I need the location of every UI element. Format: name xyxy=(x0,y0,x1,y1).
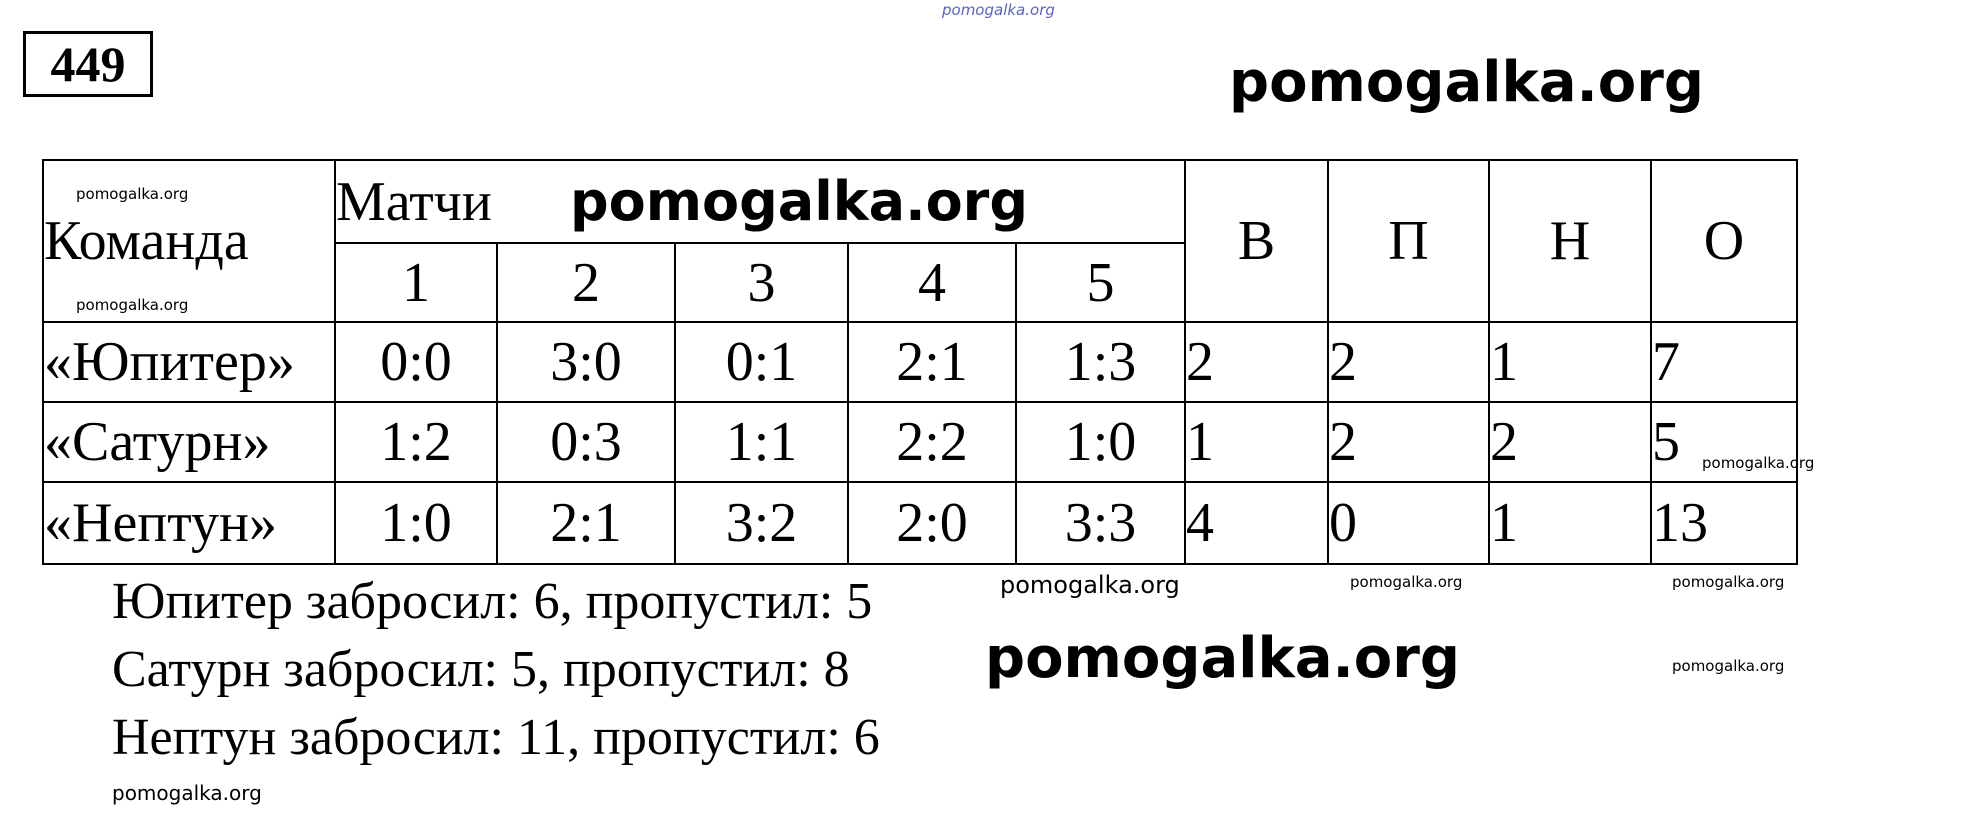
score: 1:0 xyxy=(1015,401,1186,483)
team-name: «Юпитер» xyxy=(42,321,336,403)
summary-line: Сатурн забросил: 5, пропустил: 8 xyxy=(112,641,850,698)
matches-header: Матчи xyxy=(334,159,1186,244)
watermark: pomogalka.org xyxy=(942,1,1055,19)
score: 2:1 xyxy=(847,321,1017,403)
watermark: pomogalka.org xyxy=(1229,50,1704,115)
stat: 13 xyxy=(1650,481,1798,565)
results-table: Команда Матчи В П Н О 1 2 3 4 5 «Юпитер»… xyxy=(42,159,1798,565)
stat: 2 xyxy=(1184,321,1329,403)
stat: 7 xyxy=(1650,321,1798,403)
stat: 4 xyxy=(1184,481,1329,565)
stat: 5 xyxy=(1650,401,1798,483)
score: 3:0 xyxy=(496,321,676,403)
watermark: pomogalka.org xyxy=(1000,571,1180,599)
stat: 0 xyxy=(1327,481,1490,565)
score: 3:2 xyxy=(674,481,849,565)
watermark: pomogalka.org xyxy=(1672,657,1785,675)
team-name: «Нептун» xyxy=(42,481,336,565)
table-row: «Юпитер» 0:0 3:0 0:1 2:1 1:3 2 2 1 7 xyxy=(42,321,1798,403)
score: 1:2 xyxy=(334,401,498,483)
summary-line: Юпитер забросил: 6, пропустил: 5 xyxy=(112,573,873,630)
score: 1:0 xyxy=(334,481,498,565)
watermark: pomogalka.org xyxy=(570,170,1028,233)
team-header: Команда xyxy=(42,159,336,323)
match-number: 4 xyxy=(847,242,1017,323)
problem-number: 449 xyxy=(23,31,153,97)
score: 0:1 xyxy=(674,321,849,403)
stat: 1 xyxy=(1184,401,1329,483)
watermark: pomogalka.org xyxy=(76,296,189,314)
stat: 1 xyxy=(1488,481,1652,565)
watermark: pomogalka.org xyxy=(1702,454,1815,472)
match-number: 1 xyxy=(334,242,498,323)
stat-header: П xyxy=(1327,159,1490,323)
match-number: 2 xyxy=(496,242,676,323)
score: 2:2 xyxy=(847,401,1017,483)
watermark: pomogalka.org xyxy=(985,626,1460,691)
table-row: «Сатурн» 1:2 0:3 1:1 2:2 1:0 1 2 2 5 xyxy=(42,401,1798,483)
score: 0:3 xyxy=(496,401,676,483)
match-number: 5 xyxy=(1015,242,1186,323)
stat-header: Н xyxy=(1488,159,1652,323)
score: 0:0 xyxy=(334,321,498,403)
watermark: pomogalka.org xyxy=(112,781,262,805)
match-number: 3 xyxy=(674,242,849,323)
score: 2:0 xyxy=(847,481,1017,565)
team-name: «Сатурн» xyxy=(42,401,336,483)
score: 1:1 xyxy=(674,401,849,483)
summary-line: Нептун забросил: 11, пропустил: 6 xyxy=(112,709,880,766)
score: 2:1 xyxy=(496,481,676,565)
watermark: pomogalka.org xyxy=(76,185,189,203)
stat: 2 xyxy=(1488,401,1652,483)
stat-header: В xyxy=(1184,159,1329,323)
stat-header: О xyxy=(1650,159,1798,323)
stat: 2 xyxy=(1327,321,1490,403)
table-row: «Нептун» 1:0 2:1 3:2 2:0 3:3 4 0 1 13 xyxy=(42,481,1798,565)
watermark: pomogalka.org xyxy=(1350,573,1463,591)
score: 3:3 xyxy=(1015,481,1186,565)
score: 1:3 xyxy=(1015,321,1186,403)
watermark: pomogalka.org xyxy=(1672,573,1785,591)
stat: 2 xyxy=(1327,401,1490,483)
stat: 1 xyxy=(1488,321,1652,403)
